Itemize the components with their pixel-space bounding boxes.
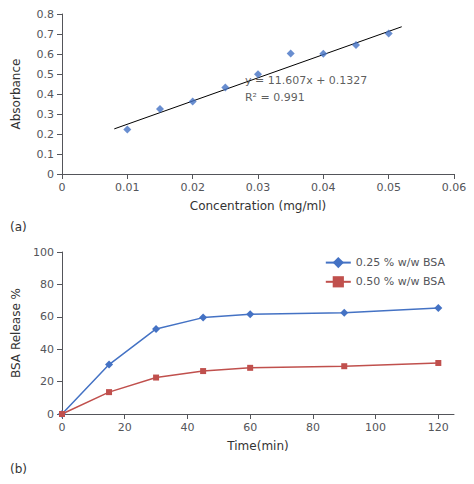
- svg-text:0.1: 0.1: [37, 148, 55, 161]
- svg-text:40: 40: [180, 421, 194, 434]
- svg-text:Absorbance: Absorbance: [9, 59, 23, 130]
- svg-text:0.50 % w/w BSA: 0.50 % w/w BSA: [356, 275, 446, 288]
- svg-text:0: 0: [59, 421, 66, 434]
- svg-text:120: 120: [428, 421, 449, 434]
- svg-text:0: 0: [47, 408, 54, 421]
- svg-text:0: 0: [59, 181, 66, 194]
- svg-text:(a): (a): [10, 220, 27, 234]
- svg-text:0.2: 0.2: [37, 128, 55, 141]
- svg-text:0.04: 0.04: [311, 181, 336, 194]
- svg-text:0.03: 0.03: [246, 181, 271, 194]
- svg-text:80: 80: [40, 278, 54, 291]
- svg-text:0.05: 0.05: [376, 181, 401, 194]
- svg-text:100: 100: [33, 246, 54, 259]
- svg-text:60: 60: [243, 421, 257, 434]
- svg-text:0: 0: [47, 168, 54, 181]
- svg-text:R² = 0.991: R² = 0.991: [245, 91, 305, 104]
- svg-text:0.02: 0.02: [180, 181, 205, 194]
- svg-text:0.25 % w/w BSA: 0.25 % w/w BSA: [356, 256, 446, 269]
- svg-text:Concentration (mg/ml): Concentration (mg/ml): [190, 199, 326, 213]
- svg-text:0.7: 0.7: [37, 28, 55, 41]
- svg-text:0.06: 0.06: [442, 181, 467, 194]
- svg-text:80: 80: [306, 421, 320, 434]
- svg-text:20: 20: [40, 375, 54, 388]
- svg-text:y = 11.607x + 0.1327: y = 11.607x + 0.1327: [245, 74, 367, 87]
- svg-text:0.6: 0.6: [37, 48, 55, 61]
- svg-text:0.8: 0.8: [37, 8, 55, 21]
- svg-text:Time(min): Time(min): [226, 439, 288, 453]
- svg-text:100: 100: [365, 421, 386, 434]
- svg-text:BSA Release %: BSA Release %: [9, 288, 23, 378]
- svg-text:(b): (b): [10, 462, 27, 476]
- svg-text:60: 60: [40, 310, 54, 323]
- svg-text:40: 40: [40, 343, 54, 356]
- svg-text:0.5: 0.5: [37, 68, 55, 81]
- svg-text:0.4: 0.4: [37, 88, 55, 101]
- svg-text:0.3: 0.3: [37, 108, 55, 121]
- svg-text:20: 20: [118, 421, 132, 434]
- svg-text:0.01: 0.01: [115, 181, 140, 194]
